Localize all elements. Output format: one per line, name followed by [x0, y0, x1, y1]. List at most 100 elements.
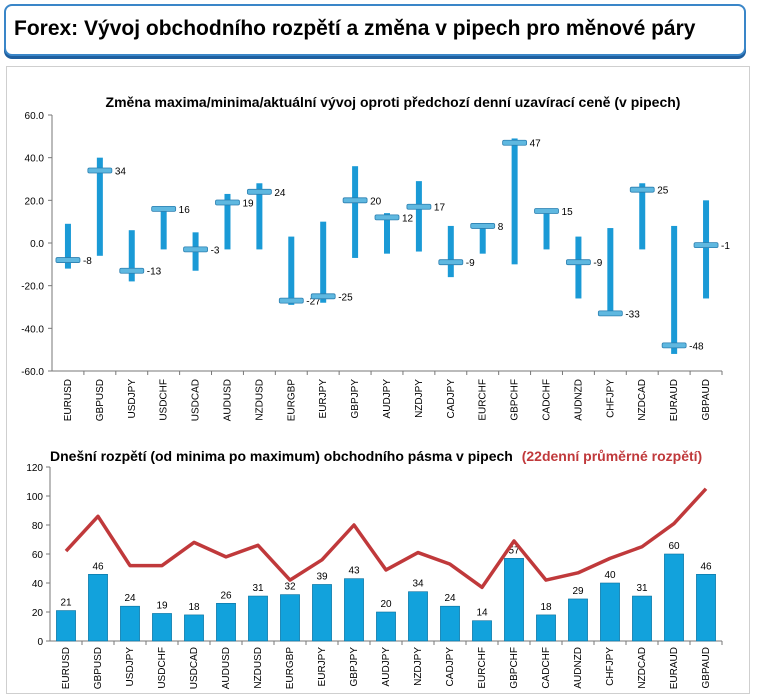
x-tick-label: GBPAUD	[701, 647, 712, 689]
current-marker	[278, 297, 304, 304]
bar	[280, 594, 300, 642]
range-bar	[160, 206, 167, 250]
bar-value-label: 39	[316, 571, 328, 582]
current-marker	[374, 214, 400, 221]
data-label: 8	[498, 222, 504, 233]
bar	[152, 613, 172, 642]
range-bar	[639, 183, 646, 250]
bar-value-label: 32	[284, 582, 296, 593]
data-label: 17	[434, 203, 446, 214]
current-marker	[566, 259, 591, 266]
current-marker	[183, 246, 208, 253]
data-label: 20	[370, 196, 382, 207]
x-tick-label: CHFJPY	[605, 647, 616, 686]
data-label: -8	[83, 256, 92, 267]
bar	[664, 553, 684, 642]
x-tick-label: GBPCHF	[510, 379, 521, 421]
chart-panel	[6, 66, 750, 694]
bar	[600, 582, 620, 642]
x-tick-label: AUDNZD	[573, 647, 584, 689]
bar-value-label: 57	[508, 545, 520, 556]
x-tick-label: EURJPY	[318, 379, 329, 419]
bar	[344, 578, 364, 642]
y-tick-label: 40	[32, 579, 44, 590]
bar	[88, 573, 108, 642]
bar-value-label: 24	[124, 593, 136, 604]
current-marker	[597, 310, 623, 317]
data-label: 16	[179, 205, 191, 216]
x-tick-label: AUDNZD	[573, 379, 584, 421]
current-marker	[406, 203, 432, 210]
current-marker	[693, 242, 719, 249]
data-label: -27	[306, 297, 321, 308]
y-tick-label: 20	[32, 608, 44, 619]
average-range-line	[64, 487, 708, 590]
bar	[184, 614, 204, 642]
bar-value-label: 26	[220, 590, 232, 601]
current-marker	[55, 257, 81, 263]
y-tick-label: 120	[26, 463, 43, 474]
current-marker	[534, 208, 559, 214]
bar	[216, 602, 236, 642]
x-tick-label: NZDJPY	[413, 647, 424, 686]
bar	[408, 591, 428, 642]
x-tick-label: GBPAUD	[701, 379, 712, 421]
bar-value-label: 19	[156, 600, 168, 611]
range-bar	[479, 223, 486, 254]
range-bar	[543, 208, 550, 250]
x-tick-label: EURGBP	[285, 647, 296, 690]
x-tick-label: CADJPY	[445, 647, 456, 687]
x-tick-label: CADCHF	[542, 379, 553, 421]
bar-value-label: 60	[668, 541, 680, 552]
x-tick-label: CADJPY	[446, 379, 457, 419]
range-bar	[128, 230, 135, 282]
y-tick-label: 40.0	[25, 154, 45, 165]
x-tick-label: USDCAD	[191, 379, 202, 421]
range-bar	[288, 236, 295, 305]
chart-title: Změna maxima/minima/aktuální vývoj oprot…	[106, 94, 681, 110]
x-tick-label: EURCHF	[478, 379, 489, 421]
bar-value-label: 21	[60, 598, 72, 609]
range-bar	[64, 223, 71, 269]
bar	[56, 610, 76, 642]
bar-value-label: 24	[444, 593, 456, 604]
bar	[504, 558, 524, 642]
bar-value-label: 34	[412, 579, 424, 590]
data-label: -48	[689, 341, 704, 352]
bar	[120, 605, 140, 642]
data-label: -3	[211, 245, 220, 256]
x-tick-label: EURUSD	[61, 647, 72, 689]
current-marker	[246, 188, 272, 195]
current-marker	[342, 197, 368, 204]
bar	[536, 614, 556, 642]
range-bar	[224, 193, 231, 250]
x-tick-label: USDJPY	[125, 647, 136, 687]
bar	[568, 598, 588, 642]
y-tick-label: 20.0	[25, 196, 45, 207]
bar-value-label: 29	[572, 586, 584, 597]
chart-title: Dnešní rozpětí (od minima po maximum) ob…	[50, 448, 702, 464]
x-tick-label: GBPCHF	[509, 647, 520, 689]
x-tick-label: EURUSD	[63, 379, 74, 421]
x-tick-label: NZDCAD	[637, 647, 648, 689]
bar-value-label: 31	[636, 583, 648, 594]
bar-value-label: 18	[188, 602, 200, 613]
x-tick-label: NZDUSD	[253, 647, 264, 689]
bar-value-label: 31	[252, 583, 264, 594]
bar-value-label: 43	[348, 566, 360, 577]
bar-value-label: 40	[604, 570, 616, 581]
range-bar	[447, 225, 454, 278]
x-tick-label: GBPJPY	[350, 379, 361, 419]
x-tick-label: AUDUSD	[221, 647, 232, 689]
x-tick-label: EURAUD	[669, 647, 680, 689]
y-tick-label: 0.0	[30, 239, 44, 250]
x-tick-label: USDCAD	[189, 647, 200, 689]
y-tick-label: -60.0	[21, 367, 44, 378]
x-tick-label: EURGBP	[286, 379, 297, 422]
current-marker	[310, 293, 336, 300]
current-marker	[502, 139, 528, 146]
bar	[440, 605, 460, 642]
x-tick-label: NZDCAD	[637, 379, 648, 421]
